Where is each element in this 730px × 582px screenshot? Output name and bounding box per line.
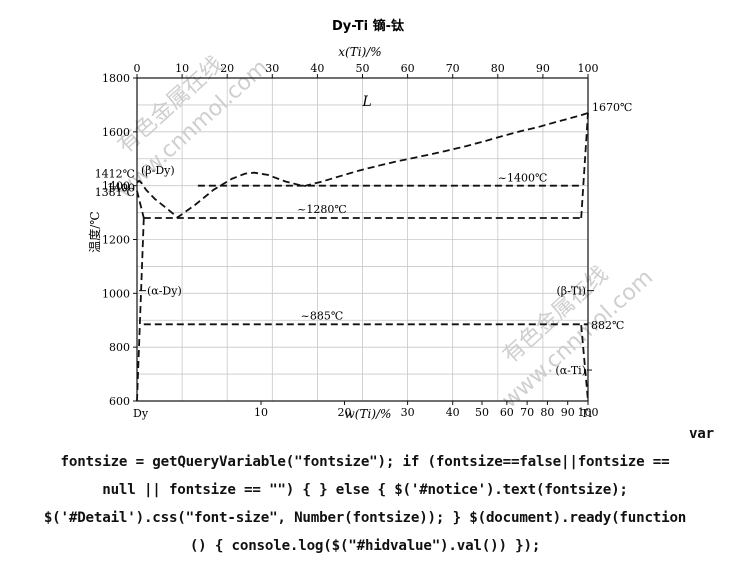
phase-boundary-line [136,112,589,219]
code-line: $('#Detail').css("font-size", Number(fon… [43,510,687,526]
top-tick-label: 40 [310,62,324,75]
y-tick-label: 1400 [102,180,130,193]
annotation-label: (β-Dy) [141,164,175,177]
top-axis-label: x(Ti)/% [338,45,381,59]
top-tick-label: 50 [356,62,370,75]
phase-boundary-line [136,190,145,219]
bottom-tick-label: 10 [254,406,268,419]
top-tick-label: 80 [491,62,505,75]
annotation-label: ~1280℃ [297,203,347,216]
y-tick-label: 800 [109,341,130,354]
top-tick-label: 0 [134,62,141,75]
annotation-label: (β-Ti) [556,285,586,298]
code-line: null || fontsize == "") { } else { $('#n… [102,482,628,498]
bottom-tick-label: 70 [520,406,534,419]
element-label-dy: Dy [133,407,149,420]
y-axis-label: 温度/℃ [87,211,102,252]
y-tick-label: 1600 [102,126,130,139]
y-tick-label: 1000 [102,287,130,300]
phase-boundary-line [580,325,589,402]
annotation-label: 1381℃ [95,186,135,199]
annotation-label: ~885℃ [301,309,344,322]
code-line: () { console.log($("#hidvalue").val()) }… [189,538,541,554]
top-tick-label: 90 [536,62,550,75]
bottom-tick-label: 90 [561,406,575,419]
bottom-tick-label: 50 [475,406,489,419]
chart-title: Dy-Ti 镝-钛 [332,18,405,34]
y-tick-label: 1800 [102,72,130,85]
phase-diagram: 有色金属在线www.cnnmol.com有色金属在线www.cnnmol.com… [87,18,658,420]
annotation-label: L [361,94,371,110]
phase-boundary-line [580,112,589,219]
top-tick-label: 100 [578,62,599,75]
annotation-label: ~1400℃ [498,172,548,185]
y-tick-label: 600 [109,395,130,408]
y-tick-label: 1200 [102,234,130,247]
bottom-tick-label: 20 [337,406,351,419]
code-line: var [688,426,714,442]
top-tick-label: 20 [220,62,234,75]
top-tick-label: 70 [446,62,460,75]
bottom-tick-label: 80 [540,406,554,419]
bottom-tick-label: 40 [446,406,460,419]
bottom-axis-label: w(Ti)/% [345,407,392,420]
annotation-label: 1400 [107,182,135,195]
bottom-tick-label: 60 [500,406,514,419]
annotation-label: 1670℃ [592,101,632,114]
annotation-label: (α-Dy) [147,285,182,298]
phase-boundary-line [136,217,145,402]
top-tick-label: 10 [175,62,189,75]
bottom-tick-label: 100 [578,406,599,419]
code-text-block: var fontsize = getQueryVariable("fontsiz… [8,420,722,560]
code-line: fontsize = getQueryVariable("fontsize");… [60,454,670,470]
top-tick-label: 30 [265,62,279,75]
element-label-ti: Ti [581,407,592,420]
annotation-label: 882℃ [591,319,624,332]
bottom-tick-label: 30 [401,406,415,419]
annotation-label: 1412℃ [95,167,135,180]
top-tick-label: 60 [401,62,415,75]
annotation-label: (α-Ti) [555,364,586,377]
